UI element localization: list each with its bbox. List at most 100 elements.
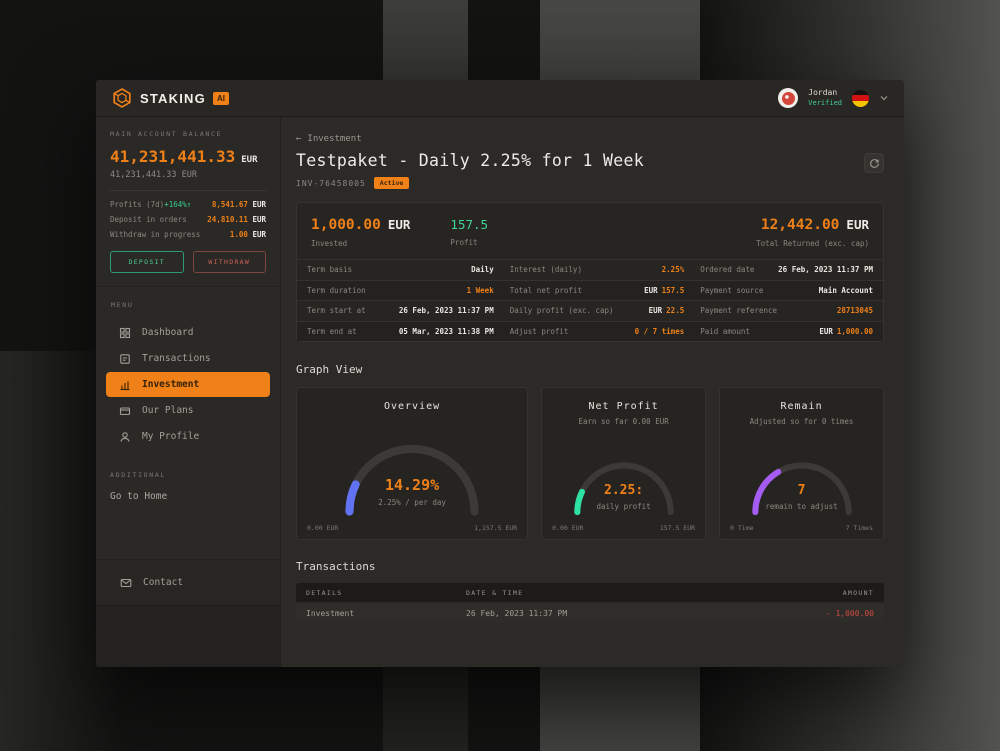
gauge-sublabel: remain to adjust: [765, 502, 838, 511]
gauge-title: Net Profit: [588, 401, 659, 412]
gauge-fill: [573, 462, 674, 516]
menu-section-label: MENU: [111, 301, 134, 309]
sidebar-item-label: Our Plans: [142, 405, 194, 416]
detail-label: Ordered date: [700, 265, 755, 275]
avatar-image: [781, 91, 795, 105]
gauge-title: Overview: [383, 401, 441, 412]
gauge-sublabel: daily profit: [596, 502, 651, 511]
sidebar-item-label: My Profile: [142, 431, 200, 442]
stat-unit: EUR: [252, 230, 266, 239]
stat-row-profits: Profits (7d)+164%↑ 8,541.67 EUR: [110, 200, 266, 209]
gauge-max: 1,157.5 EUR: [474, 524, 518, 532]
detail-value: 26 Feb, 2023 11:37 PM: [398, 306, 494, 316]
profit-label: Profit: [450, 238, 478, 247]
gauge-min: 0.00 EUR: [307, 524, 339, 532]
detail-row: Term end at 05 Mar, 2023 11:38 PM Adjust …: [297, 320, 883, 341]
column-header-details: DETAILS: [306, 588, 343, 597]
receipt-icon: [119, 353, 131, 365]
grid-icon: [119, 327, 131, 339]
back-arrow-icon[interactable]: ←: [296, 134, 302, 144]
user-meta[interactable]: Jordan Verified: [808, 88, 842, 107]
detail-prefix: EUR: [648, 306, 663, 316]
gauge-max: 7 Times: [845, 524, 873, 532]
transactions-table-header: DETAILS DATE & TIME AMOUNT: [296, 583, 884, 602]
german-flag-icon[interactable]: [852, 89, 869, 107]
invested-label: Invested: [311, 239, 348, 248]
gauge-subtitle: Earn so far 0.00 EUR: [578, 417, 669, 426]
detail-value: 0 / 7 times: [634, 326, 685, 336]
avatar[interactable]: [778, 88, 799, 108]
investment-summary-card: 1,000.00 EUR Invested 157.5 Profit 12,44…: [296, 202, 884, 342]
topbar: STAKING AI Jordan Verified: [96, 80, 904, 117]
detail-label: Daily profit (exc. cap): [509, 306, 614, 316]
mail-icon: [120, 577, 132, 589]
sidebar-item-my-profile[interactable]: My Profile: [106, 424, 270, 449]
detail-label: Term end at: [307, 326, 357, 336]
table-row[interactable]: Investment 26 Feb, 2023 11:37 PM - 1,000…: [296, 604, 884, 623]
menu-section: MENU Dashboard Transactions Investment: [96, 287, 280, 458]
go-to-home-link[interactable]: Go to Home: [110, 491, 168, 502]
gauge-value: 2.25:: [604, 483, 644, 498]
sidebar-item-label: Dashboard: [142, 327, 194, 338]
sidebar-item-transactions[interactable]: Transactions: [106, 346, 270, 371]
sidebar-item-label: Investment: [142, 379, 200, 390]
stat-unit: EUR: [252, 215, 266, 224]
detail-value: 2.25%: [661, 265, 685, 275]
refresh-icon: [869, 158, 879, 168]
breadcrumb-label: Investment: [307, 134, 362, 144]
withdraw-button[interactable]: WITHDRAW: [192, 251, 266, 273]
invoice-id: INV-76458005: [296, 178, 366, 188]
brand-name: STAKING: [140, 90, 206, 106]
detail-row: Term duration 1 Week Total net profit EUR 1…: [297, 279, 883, 300]
gauge-value: 7: [797, 483, 806, 498]
detail-value: 157.5: [661, 285, 685, 295]
profit-summary: 157.5 Profit: [450, 217, 488, 247]
refresh-button[interactable]: [864, 153, 884, 173]
detail-label: Term duration: [307, 285, 366, 295]
contact-link[interactable]: Contact: [96, 559, 280, 605]
balance-section-label: MAIN ACCOUNT BALANCE: [110, 130, 223, 138]
sidebar-spacer: [96, 515, 280, 559]
stat-label: Deposit in orders: [110, 215, 187, 224]
invested-value: 1,000.00: [311, 217, 381, 233]
detail-label: Total net profit: [509, 285, 582, 295]
detail-value: Daily: [471, 265, 494, 275]
gauge-sublabel: 2.25% / per day: [378, 498, 446, 507]
detail-value: 1 Week: [466, 285, 494, 295]
additional-section-label: ADDITIONAL: [110, 471, 167, 479]
tx-amount: - 1,000.00: [825, 609, 874, 618]
stat-value: 24,810.11: [207, 215, 248, 224]
sidebar-item-dashboard[interactable]: Dashboard: [106, 320, 270, 345]
column-header-amount: AMOUNT: [842, 588, 874, 597]
brand-logo[interactable]: STAKING AI: [111, 87, 229, 109]
stat-label: Withdraw in progress: [110, 230, 201, 239]
additional-section: ADDITIONAL Go to Home: [96, 458, 280, 515]
detail-label: Paid amount: [700, 326, 750, 336]
stat-label: Profits (7d): [110, 200, 165, 209]
gauge-card-overview: Overview 14.29% 2.25% / per day 0.00 EUR: [296, 387, 529, 540]
transactions-heading: Transactions: [296, 560, 376, 573]
divider: [110, 190, 266, 191]
sidebar-item-investment[interactable]: Investment: [106, 372, 270, 397]
detail-value: 22.5: [666, 306, 685, 316]
chevron-down-icon[interactable]: [879, 93, 889, 103]
breadcrumb[interactable]: ← Investment: [296, 134, 884, 144]
balance-section: MAIN ACCOUNT BALANCE 41,231,441.33 EUR 4…: [96, 117, 280, 287]
gauge-chart: [751, 462, 852, 516]
main-content: ← Investment Testpaket - Daily 2.25% for…: [281, 117, 904, 667]
returned-currency: EUR: [846, 217, 869, 232]
deposit-button[interactable]: DEPOSIT: [110, 251, 184, 273]
staking-hexagon-logo-icon: [111, 87, 133, 109]
detail-value: 1,000.00: [836, 326, 873, 336]
stat-value: 1.00: [229, 230, 248, 239]
detail-value: Main Account: [818, 285, 873, 295]
user-verified-status: Verified: [808, 98, 842, 107]
tx-details: Investment: [306, 609, 355, 618]
sidebar-item-our-plans[interactable]: Our Plans: [106, 398, 270, 423]
user-name: Jordan: [808, 88, 838, 98]
detail-row: Term start at 26 Feb, 2023 11:37 PM Daily…: [297, 300, 883, 321]
sidebar-item-label: Transactions: [142, 353, 211, 364]
page-title: Testpaket - Daily 2.25% for 1 Week: [296, 151, 644, 170]
detail-label: Term basis: [307, 265, 353, 275]
returned-summary: 12,442.00 EUR Total Returned (exc. cap): [756, 217, 869, 248]
